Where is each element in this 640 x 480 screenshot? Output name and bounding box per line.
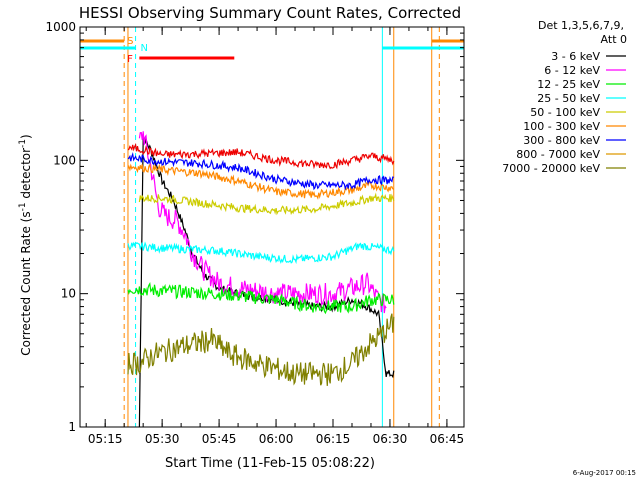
y-tick-label: 10 [61, 287, 76, 301]
legend-header-2: Att 0 [601, 33, 627, 46]
legend-label: 6 - 12 keV [544, 64, 600, 77]
y-tick-label: 100 [53, 153, 76, 167]
y-tick-label: 1000 [45, 20, 76, 34]
series-line-5 [127, 163, 395, 200]
series-line-6 [127, 151, 394, 191]
series-line-9 [127, 142, 395, 170]
chart-title: HESSI Observing Summary Count Rates, Cor… [79, 4, 461, 22]
flag-label-f: F [127, 54, 133, 65]
legend-label: 300 - 800 keV [523, 134, 600, 147]
flag-label-s: S [127, 36, 133, 47]
plot-frame [79, 26, 465, 428]
x-tick-label: 05:30 [145, 432, 180, 446]
series-line-3 [127, 241, 395, 265]
y-axis-label-end: ) [19, 134, 33, 139]
x-tick-label: 06:45 [430, 432, 465, 446]
legend-label: 7000 - 20000 keV [502, 162, 600, 175]
y-axis-label: Corrected Count Rate (s-1 detector-1) [18, 134, 33, 355]
y-axis-label-sup2: -1 [18, 139, 28, 148]
footer-timestamp: 6-Aug-2017 00:15 [573, 469, 636, 477]
x-tick-label: 06:00 [259, 432, 294, 446]
x-tick-label: 05:45 [202, 432, 237, 446]
legend-label: 12 - 25 keV [537, 78, 600, 91]
y-tick-label: 1 [68, 420, 76, 434]
legend-label: 50 - 100 keV [530, 106, 600, 119]
series-line-2 [127, 282, 395, 315]
x-axis-label: Start Time (11-Feb-15 05:08:22) [165, 456, 375, 471]
legend-label: 100 - 300 keV [523, 120, 600, 133]
series-line-1 [138, 131, 387, 314]
y-axis-label-main: Corrected Count Rate (s [19, 211, 33, 355]
legend-header-1: Det 1,3,5,6,7,9, [538, 19, 624, 32]
flag-label-n: N [141, 43, 148, 54]
svg-text:Corrected Count Rate (s-1 dete: Corrected Count Rate (s-1 detector-1) [18, 134, 33, 355]
x-tick-label: 06:15 [316, 432, 351, 446]
plot-area: SNF [80, 27, 464, 428]
x-tick-label: 05:15 [88, 432, 123, 446]
series-line-4 [138, 192, 395, 216]
legend-label: 3 - 6 keV [551, 50, 600, 63]
series-line-8 [127, 313, 395, 386]
y-axis-label-mid: detector [19, 148, 33, 203]
y-axis-label-sup: -1 [18, 202, 28, 211]
x-tick-label: 06:30 [373, 432, 408, 446]
legend-label: 800 - 7000 keV [516, 148, 600, 161]
legend-label: 25 - 50 keV [537, 92, 600, 105]
axes: 1 10 100 1000 05:15 05:30 05:45 06:00 06:15 06:30… [45, 20, 465, 446]
